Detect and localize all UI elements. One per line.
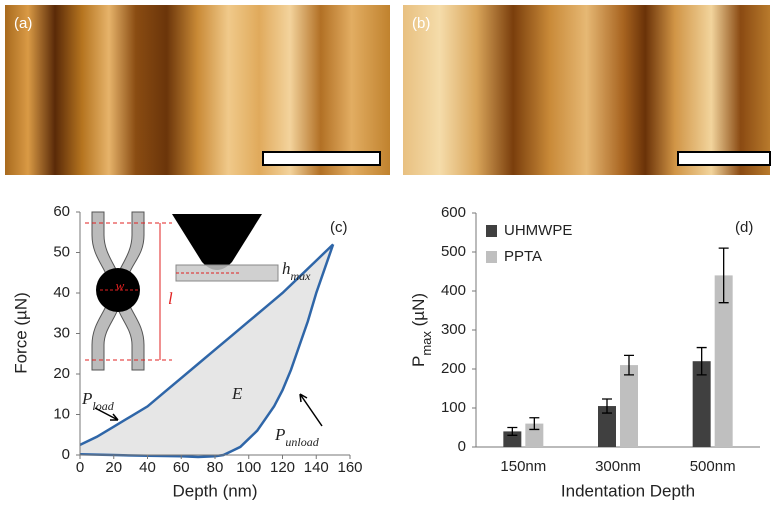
legend-label: PPTA [504, 248, 542, 265]
y-tick-label: 20 [53, 365, 70, 382]
x-tick-label: 100 [236, 459, 261, 476]
fiber-schematic [85, 212, 172, 370]
x-tick-label: 500nm [690, 458, 736, 475]
x-axis-title: Indentation Depth [561, 481, 695, 500]
x-tick-label: 20 [105, 459, 122, 476]
afm-image [5, 5, 390, 175]
y-tick-label: 40 [53, 284, 70, 301]
panel-label: (c) [330, 219, 348, 236]
y-tick-label: 10 [53, 405, 70, 422]
chart-d: 0 100 200 300 400 500 600 150nm 300nm 500nm UHMWPE… [441, 204, 760, 475]
legend-swatch [486, 225, 497, 237]
y-tick-label: 100 [441, 399, 466, 416]
x-tick-label: 0 [76, 459, 84, 476]
panel-label: (b) [412, 15, 430, 32]
x-tick-label: 140 [304, 459, 329, 476]
x-tick-label: 300nm [595, 458, 641, 475]
y-tick-label: 30 [53, 324, 70, 341]
annotation: E [231, 384, 243, 403]
afm-image [403, 5, 770, 175]
x-tick-label: 120 [270, 459, 295, 476]
y-tick-label: 0 [458, 438, 466, 455]
annotation: hmax [282, 259, 311, 283]
panel-label: (d) [735, 219, 753, 236]
y-tick-label: 600 [441, 204, 466, 221]
arrow [300, 394, 322, 426]
x-axis-title: Depth (nm) [172, 481, 257, 500]
indenter-schematic [172, 214, 278, 281]
y-axis-title: Pmax (µN) [409, 293, 433, 367]
x-tick-label: 150nm [500, 458, 546, 475]
bar [620, 365, 638, 447]
y-tick-label: 60 [53, 203, 70, 220]
annotation: l [168, 289, 173, 308]
y-tick-label: 200 [441, 360, 466, 377]
annotation: Punload [274, 425, 320, 449]
legend-swatch [486, 251, 497, 263]
y-tick-label: 500 [441, 243, 466, 260]
figure: (a) (b) 0 20 40 60 80 100 120 140 160 0 10 20 30 40 50… [0, 0, 773, 505]
x-tick-label: 60 [173, 459, 190, 476]
y-tick-label: 50 [53, 243, 70, 260]
legend-label: UHMWPE [504, 222, 572, 239]
annotation: w [116, 278, 125, 293]
y-tick-label: 400 [441, 282, 466, 299]
scale-bar [263, 152, 380, 165]
x-tick-label: 160 [337, 459, 362, 476]
y-axis-title: Force (µN) [11, 292, 30, 374]
x-tick-label: 40 [139, 459, 156, 476]
x-tick-label: 80 [207, 459, 224, 476]
panel-label: (a) [14, 15, 32, 32]
scale-bar [678, 152, 770, 165]
y-tick-label: 300 [441, 321, 466, 338]
y-tick-label: 0 [62, 446, 70, 463]
